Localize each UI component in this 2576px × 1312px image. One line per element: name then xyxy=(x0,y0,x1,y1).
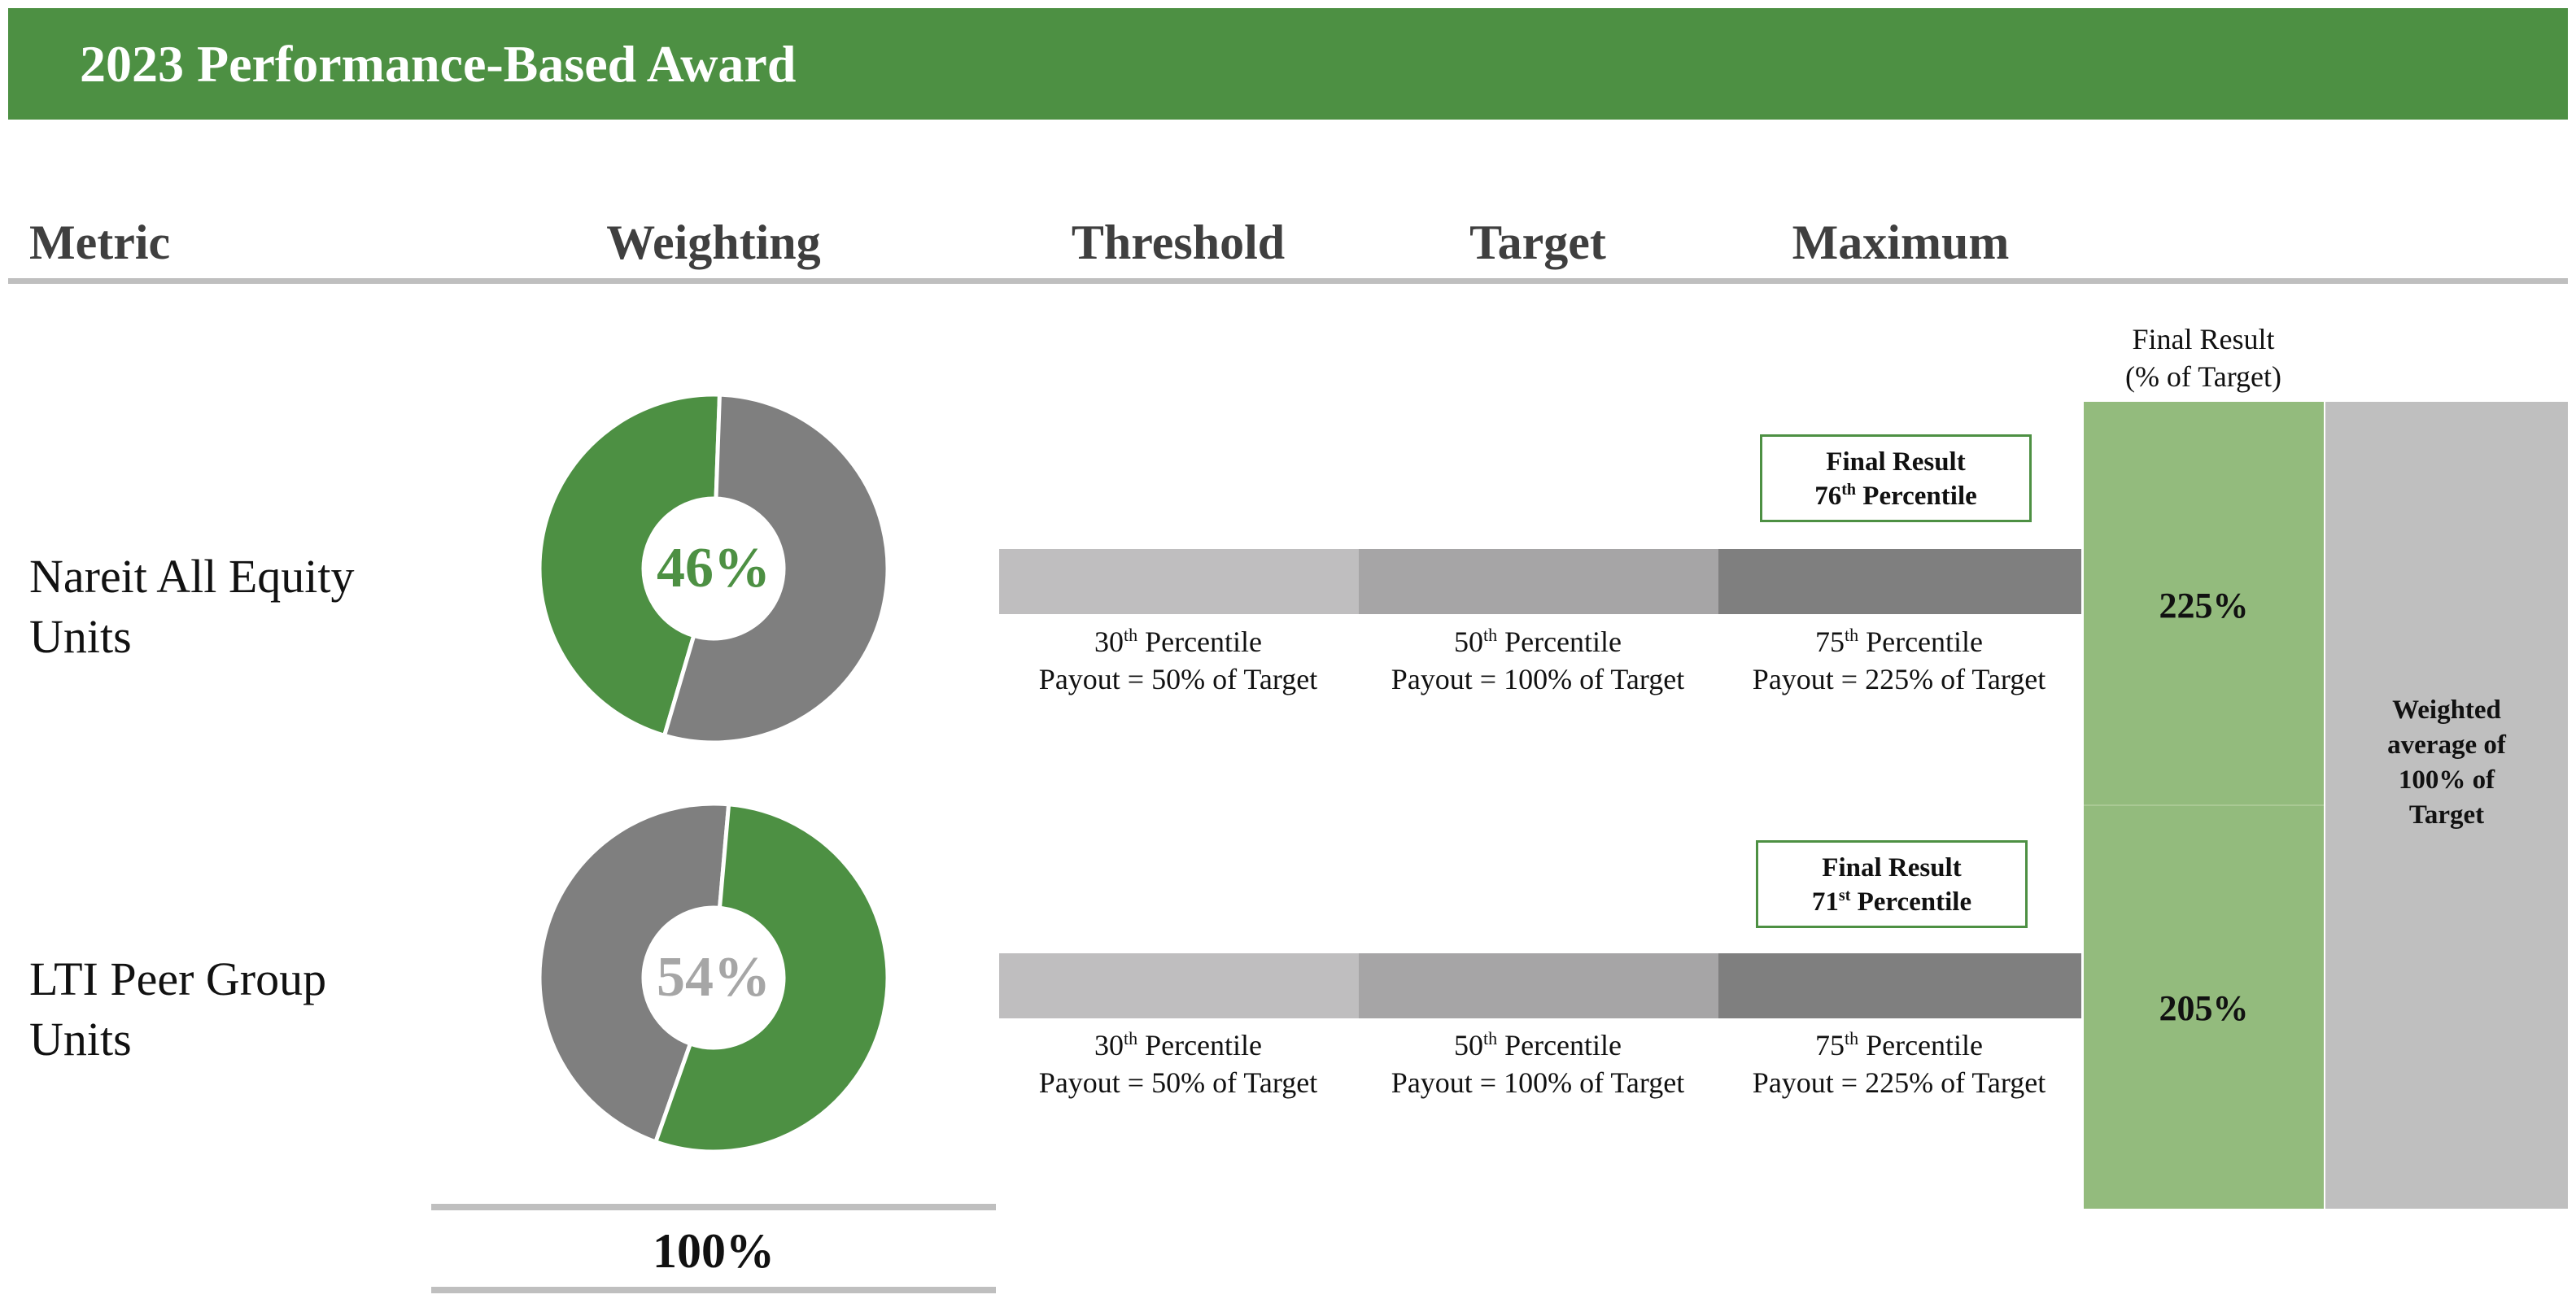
final-result-box-lti: Final Result 71st Percentile xyxy=(1756,840,2028,928)
column-header-maximum: Maximum xyxy=(1792,216,2010,269)
metric-name-line2: Units xyxy=(29,1013,132,1066)
donut-slice-remainder xyxy=(537,801,731,1145)
metric-name-nareit: Nareit All Equity Units xyxy=(29,547,355,667)
page-title: 2023 Performance-Based Award xyxy=(80,35,797,93)
final-result-divider xyxy=(2084,804,2324,806)
threshold-label-nareit: 30th Percentile Payout = 50% of Target xyxy=(1038,625,1318,695)
column-header-metric: Metric xyxy=(29,216,171,269)
target-label-lti: 50th Percentile Payout = 100% of Target xyxy=(1391,1028,1685,1099)
final-result-header: Final Result (% of Target) xyxy=(2081,320,2325,395)
weighted-average-line1: Weighted xyxy=(2392,695,2501,725)
final-result-header-line1: Final Result xyxy=(2132,323,2275,355)
target-bar-lti xyxy=(1359,953,1718,1018)
final-result-box-percentile: 71st Percentile xyxy=(1811,887,1972,917)
target-bar-nareit xyxy=(1359,549,1718,614)
metric-name-line1: LTI Peer Group xyxy=(29,952,327,1005)
weighted-average-line2: average of xyxy=(2387,730,2506,760)
weighting-percent-nareit: 46% xyxy=(657,537,771,599)
weighted-average-column xyxy=(2325,402,2568,1209)
column-header-target: Target xyxy=(1469,216,1606,269)
weighted-average-line4: Target xyxy=(2408,800,2485,830)
donut-slice-weight xyxy=(653,802,890,1154)
threshold-bar-nareit xyxy=(999,549,1359,614)
metric-name-lti: LTI Peer Group Units xyxy=(29,949,326,1070)
header-divider xyxy=(8,278,2568,284)
final-result-header-line2: (% of Target) xyxy=(2124,360,2282,393)
final-result-box-title: Final Result xyxy=(1822,853,1962,883)
donut-slice-weight xyxy=(537,392,723,739)
metric-name-line1: Nareit All Equity xyxy=(29,550,355,603)
final-result-value-lti: 205% xyxy=(2159,988,2249,1028)
weighting-donut-nareit xyxy=(537,392,890,745)
donut-slice-remainder xyxy=(661,392,890,745)
maximum-bar-lti xyxy=(1718,953,2081,1018)
final-result-box-title: Final Result xyxy=(1826,447,1966,477)
metric-name-line2: Units xyxy=(29,610,132,663)
final-result-box-nareit: Final Result 76th Percentile xyxy=(1760,434,2032,522)
total-weighting: 100% xyxy=(653,1224,775,1278)
weighting-percent-lti: 54% xyxy=(657,946,771,1009)
maximum-bar-nareit xyxy=(1718,549,2081,614)
target-label-nareit: 50th Percentile Payout = 100% of Target xyxy=(1391,625,1685,695)
title-banner: 2023 Performance-Based Award xyxy=(8,8,2568,120)
final-result-box-percentile: 76th Percentile xyxy=(1814,481,1977,511)
threshold-bar-lti xyxy=(999,953,1359,1018)
weighted-average-line3: 100% of xyxy=(2398,765,2495,795)
maximum-label-nareit: 75th Percentile Payout = 225% of Target xyxy=(1752,625,2046,695)
column-header-threshold: Threshold xyxy=(1071,216,1286,269)
maximum-label-lti: 75th Percentile Payout = 225% of Target xyxy=(1752,1028,2046,1099)
total-bottom-rule xyxy=(431,1287,996,1293)
weighted-average-text: Weighted average of 100% of Target xyxy=(2325,693,2568,833)
final-result-value-nareit: 225% xyxy=(2159,586,2249,625)
column-header-weighting: Weighting xyxy=(606,216,821,269)
total-top-rule xyxy=(431,1204,996,1210)
weighting-donut-lti xyxy=(537,801,890,1154)
threshold-label-lti: 30th Percentile Payout = 50% of Target xyxy=(1038,1028,1318,1099)
